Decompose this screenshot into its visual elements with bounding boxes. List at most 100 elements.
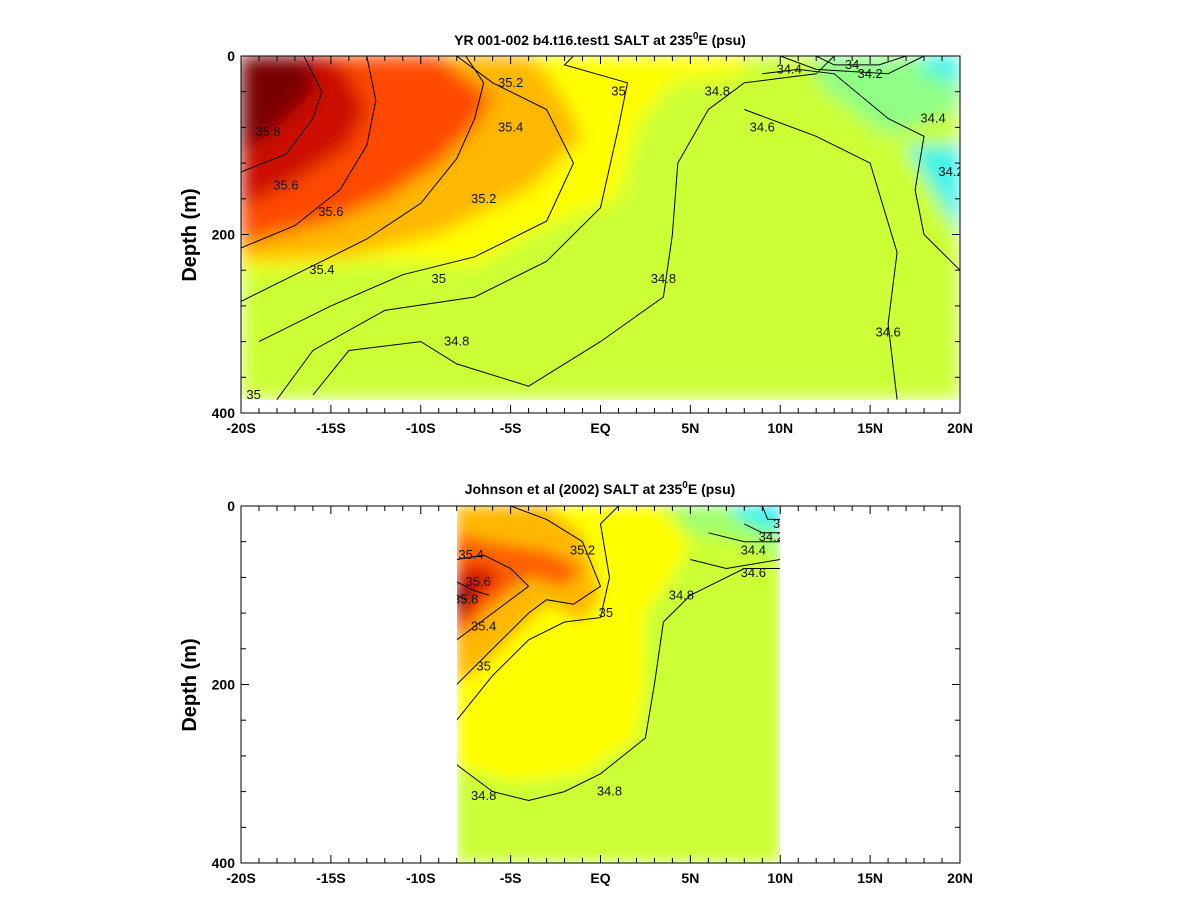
salinity-region-5 — [457, 581, 475, 618]
panel-model-title-main: YR 001-002 b4.t16.test1 SALT at 235 — [454, 32, 693, 48]
contour-line-2 — [457, 594, 466, 601]
contour-line-15 — [762, 68, 960, 271]
salinity-region-0 — [241, 189, 960, 400]
contour-label-4: 35.4 — [498, 119, 523, 134]
contour-label-18: 34.2 — [938, 164, 963, 179]
x-tick-label: 10N — [767, 870, 793, 886]
contour-label-13: 34.6 — [750, 119, 775, 134]
contour-line-19 — [815, 56, 907, 66]
contour-label-16: 34.4 — [920, 110, 945, 125]
contour-line-13 — [744, 109, 898, 400]
panel-obs-title-sup: 0 — [682, 480, 688, 491]
contour-label-17: 34.2 — [857, 66, 882, 81]
contour-line-5 — [258, 56, 575, 343]
contour-label-8: 35 — [611, 84, 625, 99]
contour-label-4: 35.2 — [570, 543, 595, 558]
panel-model-title-sup: 0 — [693, 31, 699, 42]
salinity-region-4 — [457, 564, 502, 631]
panel-model-field — [241, 56, 960, 400]
contour-label-11: 34.4 — [741, 543, 766, 558]
contour-label-0: 35.8 — [255, 124, 280, 139]
contour-label-11: 34.8 — [651, 271, 676, 286]
salinity-region-0 — [457, 559, 780, 863]
panel-obs-ticks: -20S -15S -10S -5S EQ 5N 10N 15N 20N 0 200 400 — [212, 498, 973, 886]
x-tick-label: -20S — [226, 420, 256, 436]
y-tick-label: 0 — [227, 48, 235, 64]
x-tick-label: EQ — [590, 870, 610, 886]
x-tick-label: 15N — [857, 420, 883, 436]
salinity-region-8 — [906, 145, 960, 235]
contour-line-7 — [457, 568, 780, 802]
panel-model: YR 001-002 b4.t16.test1 SALT at 2350E (p… — [179, 31, 973, 436]
contour-label-10: 34.8 — [444, 334, 469, 349]
contour-label-3: 35.4 — [471, 618, 496, 633]
panel-obs-contours: 35.4 35.6 35.8 35.4 35.2 35 35 34.8 34.8 34.8 34.6… — [453, 506, 787, 803]
y-tick-label: 0 — [227, 498, 235, 514]
x-tick-label: -10S — [406, 870, 436, 886]
x-tick-label: -5S — [500, 870, 522, 886]
contour-line-10 — [690, 559, 780, 570]
contour-label-12: 34.8 — [705, 84, 730, 99]
contour-label-14: 34.6 — [875, 325, 900, 340]
contour-label-8: 34.8 — [597, 784, 622, 799]
contour-label-13: 34 — [773, 516, 787, 531]
salinity-region-3 — [457, 532, 583, 640]
x-tick-label: 15N — [857, 870, 883, 886]
salinity-region-5 — [241, 56, 313, 155]
x-tick-label: -15S — [316, 870, 346, 886]
panel-obs-title-main: Johnson et al (2002) SALT at 235 — [465, 481, 683, 497]
x-tick-label: EQ — [590, 420, 610, 436]
contour-label-1: 35.6 — [273, 177, 298, 192]
contour-label-15: 34.4 — [777, 61, 802, 76]
contour-line-10 — [312, 56, 835, 396]
salinity-region-7 — [924, 56, 960, 83]
panel-model-title-suffix: E (psu) — [698, 32, 745, 48]
panel-model-ylabel: Depth (m) — [179, 188, 201, 281]
contour-line-1 — [457, 581, 490, 596]
x-tick-label: 5N — [681, 420, 699, 436]
y-tick-label: 200 — [212, 227, 236, 243]
contour-line-4 — [457, 506, 602, 685]
contour-line-0 — [241, 56, 323, 173]
contour-label-6: 35 — [599, 605, 613, 620]
contour-label-7: 35 — [431, 271, 445, 286]
contour-line-5 — [457, 506, 619, 721]
salinity-region-6 — [816, 56, 960, 137]
contour-line-3 — [241, 56, 485, 302]
contour-line-1 — [241, 56, 377, 249]
panel-obs-field — [457, 506, 780, 863]
contour-label-6: 35.2 — [498, 75, 523, 90]
contour-label-12: 34.2 — [759, 529, 784, 544]
contour-label-19: 34 — [845, 57, 859, 72]
contour-label-2: 35.8 — [453, 592, 478, 607]
contour-label-1: 35.6 — [466, 574, 491, 589]
panel-model-contours: 35.8 35.6 35.6 35.4 35.4 35.2 35.2 35 35 35 34.8 34… — [241, 56, 963, 402]
contour-label-5: 35.2 — [471, 191, 496, 206]
panel-model-ticks: -20S -15S -10S -5S EQ 5N 10N 15N 20N 0 200 400 — [212, 48, 973, 436]
contour-label-9: 35 — [246, 387, 260, 402]
x-tick-label: -20S — [226, 870, 256, 886]
y-tick-label: 200 — [212, 677, 236, 693]
contour-label-0: 35.4 — [458, 547, 483, 562]
contour-line-12 — [744, 523, 780, 534]
x-tick-label: 10N — [767, 420, 793, 436]
panel-obs-title-suffix: E (psu) — [688, 481, 735, 497]
contour-line-7 — [276, 56, 629, 400]
x-tick-label: 20N — [947, 420, 973, 436]
contour-label-3: 35.4 — [309, 262, 334, 277]
x-tick-label: 20N — [947, 870, 973, 886]
panel-obs-ylabel: Depth (m) — [179, 638, 201, 731]
contour-label-5: 35 — [476, 659, 490, 674]
y-tick-label: 400 — [212, 855, 236, 871]
contour-label-2: 35.6 — [318, 204, 343, 219]
contour-label-10: 34.6 — [741, 565, 766, 580]
panel-obs-title: Johnson et al (2002) SALT at 2350E (psu) — [465, 480, 736, 497]
contour-line-11 — [708, 532, 780, 543]
x-tick-label: 5N — [681, 870, 699, 886]
x-tick-label: -15S — [316, 420, 346, 436]
x-tick-label: -5S — [500, 420, 522, 436]
contour-label-9: 34.8 — [669, 587, 694, 602]
contour-line-0 — [457, 554, 530, 641]
panel-model-title: YR 001-002 b4.t16.test1 SALT at 2350E (p… — [454, 31, 746, 48]
